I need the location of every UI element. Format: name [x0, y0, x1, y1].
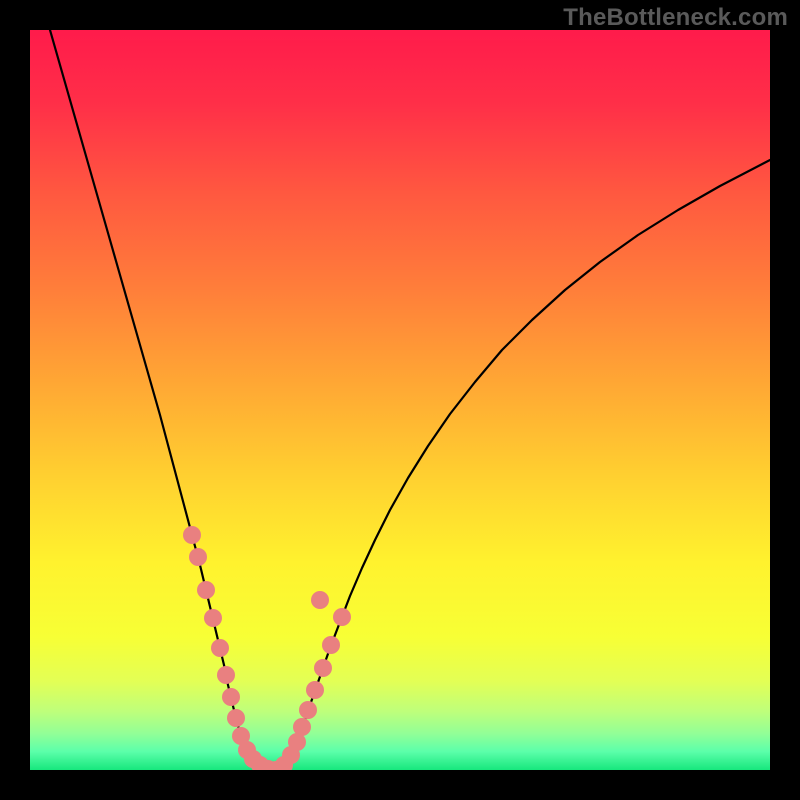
- data-marker: [204, 609, 222, 627]
- data-marker: [227, 709, 245, 727]
- data-marker: [189, 548, 207, 566]
- data-marker: [299, 701, 317, 719]
- data-marker: [217, 666, 235, 684]
- data-marker: [183, 526, 201, 544]
- gradient-background: [30, 30, 770, 770]
- data-marker: [211, 639, 229, 657]
- watermark-text: TheBottleneck.com: [563, 4, 788, 32]
- data-marker: [311, 591, 329, 609]
- data-marker: [306, 681, 324, 699]
- data-marker: [222, 688, 240, 706]
- data-marker: [314, 659, 332, 677]
- data-marker: [197, 581, 215, 599]
- data-marker: [322, 636, 340, 654]
- plot-area: [30, 30, 770, 770]
- data-marker: [293, 718, 311, 736]
- chart-svg: [30, 30, 770, 770]
- data-marker: [333, 608, 351, 626]
